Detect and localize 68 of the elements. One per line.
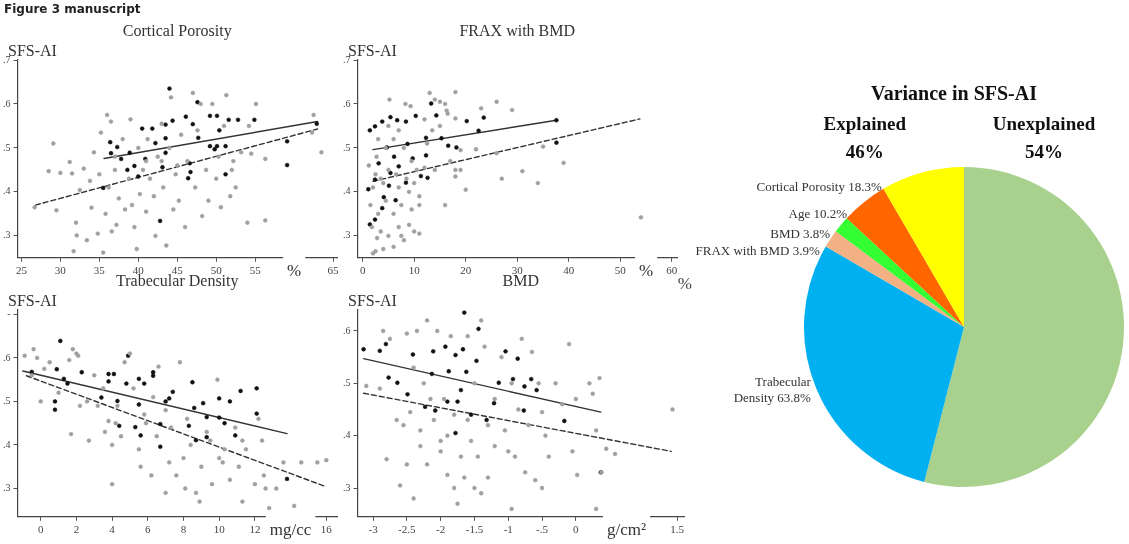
x-tick-label: -1: [503, 523, 513, 536]
x-tick-label: 6: [145, 523, 152, 536]
x-tick-label: 65: [327, 264, 340, 277]
y-tick-label: -: [7, 307, 11, 319]
text: Explained: [823, 112, 907, 134]
x-tick-label: 60: [666, 264, 678, 277]
y-tick-label: .3: [343, 229, 351, 241]
slice-label: Unexplained: [992, 112, 1096, 134]
x-tick-label: -1.5: [465, 523, 484, 536]
slice-label: Cortical Porosity 18.3%: [756, 179, 882, 195]
x-tick-label: 40: [132, 264, 145, 277]
y-tick-label: .4: [3, 438, 11, 450]
y-tick-label: .3: [343, 481, 351, 493]
x-tick-label: 40: [563, 264, 575, 277]
chart-title: FRAX with BMD: [459, 22, 576, 40]
x-tick-label: 16: [320, 523, 333, 536]
slice-label: FRAX with BMD 3.9%: [695, 243, 820, 259]
x-tick-label: 4: [109, 523, 116, 536]
y-tick-label: .6: [3, 351, 11, 363]
x-tick-label: 12: [249, 523, 261, 536]
x-tick-label: -3: [368, 523, 379, 536]
y-tick-label: .6: [343, 324, 351, 336]
x-tick-label: 50: [210, 264, 223, 277]
y-tick-label: .6: [3, 97, 11, 109]
slice-label: BMD 3.8%: [770, 226, 831, 242]
x-tick-label: 50: [614, 264, 627, 277]
y-tick-label: .5: [3, 141, 11, 153]
text: 46%: [845, 140, 884, 162]
x-tick-label: 30: [54, 264, 67, 277]
chart-title: Cortical Porosity: [122, 22, 232, 41]
x-axis-title: %: [638, 261, 654, 281]
x-tick-label: 10: [408, 264, 421, 277]
x-tick-label: 0: [573, 523, 580, 536]
x-tick-label: 20: [460, 264, 472, 277]
y-axis-title: SFS-AI: [8, 292, 57, 310]
x-tick-label: 10: [213, 523, 226, 536]
x-tick-label: 0: [37, 523, 44, 536]
slice-label: Age 10.2%: [788, 206, 848, 222]
x-tick-label: 30: [511, 264, 524, 277]
y-tick-label: .5: [3, 395, 11, 407]
y-tick-label: .3: [3, 482, 11, 494]
y-tick-label: .3: [3, 229, 11, 241]
slice-label: Trabecular Density 63.8%: [733, 373, 812, 405]
chart-title: Variance in SFS-AI: [871, 82, 1038, 105]
x-axis-title: g/cm²: [606, 520, 647, 540]
x-tick-label: 55: [249, 264, 262, 277]
y-tick-label: .5: [343, 376, 351, 388]
x-tick-label: -.5: [536, 523, 549, 536]
x-tick-label: 45: [171, 264, 184, 277]
y-tick-label: .4: [343, 185, 351, 197]
x-tick-label: 1.5: [670, 523, 685, 536]
y-tick-label: .4: [343, 429, 351, 441]
x-tick-label: -2.5: [398, 523, 417, 536]
x-axis-title: %: [287, 261, 302, 281]
x-tick-label: -2: [436, 523, 446, 536]
caption: Figure 3 manuscript: [4, 2, 141, 16]
y-tick-label: .4: [3, 185, 11, 197]
y-axis-title: SFS-AI: [348, 292, 397, 310]
x-tick-label: 0: [359, 264, 366, 277]
data-label: 54%: [1025, 140, 1063, 162]
text: %: [677, 274, 692, 294]
x-axis-title: mg/cc: [269, 520, 312, 540]
x-tick-label: 35: [93, 264, 106, 277]
x-tick-label: 2: [73, 523, 80, 536]
y-tick-label: .5: [343, 141, 351, 153]
y-tick-label: .6: [343, 97, 351, 109]
x-tick-label: 8: [180, 523, 187, 536]
x-tick-label: 25: [15, 264, 28, 277]
